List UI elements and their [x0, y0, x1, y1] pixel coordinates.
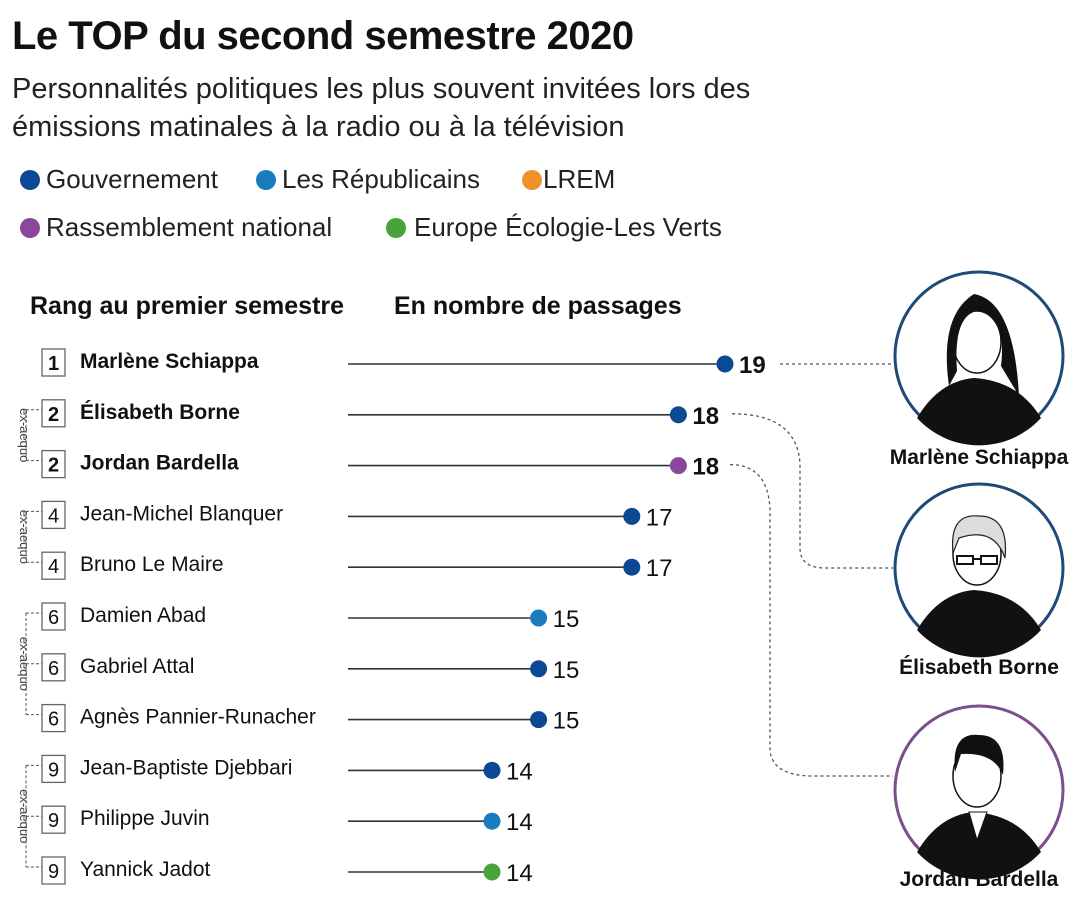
rank-box [41, 653, 66, 682]
exaequo-label: ex-aequo [17, 408, 32, 462]
rank-box [41, 703, 66, 733]
chart-subtitle: Personnalités politiques les plus souven… [12, 73, 751, 143]
legend-dot-icon [522, 169, 542, 190]
value-column-header: En nombre de passages [394, 292, 682, 320]
rank-box [41, 551, 66, 580]
portrait-hair-icon [946, 294, 1019, 396]
value-label: 19 [739, 352, 766, 379]
value-label: 15 [553, 606, 580, 633]
legend-label: LREM [543, 164, 616, 194]
legend-label: Gouvernement [46, 164, 218, 194]
portrait-name: Jordan Bardella [900, 868, 1059, 891]
politician-name: Jordan Bardella [80, 452, 239, 475]
legend-item-eelv: Europe Écologie-Les Verts [386, 212, 722, 243]
legend-label: Les Républicains [282, 164, 481, 194]
portrait-1: Élisabeth Borne [893, 482, 1065, 679]
rank-number: 2 [48, 404, 59, 426]
rank-number: 1 [48, 353, 59, 375]
portrait-body-icon [917, 590, 1041, 658]
rank-number: 4 [48, 556, 59, 578]
lollipop-dot[interactable] [669, 457, 687, 475]
rank-column-header: Rang au premier semestre [30, 292, 345, 320]
legend-item-rassemblement-national: Rassemblement national [20, 212, 332, 243]
legend-item-lrem: LREM [522, 164, 615, 195]
legend-dot-icon [20, 169, 40, 190]
politician-name: Jean-Baptiste Djebbari [80, 756, 292, 779]
politician-name: Bruno Le Maire [80, 553, 224, 576]
legend-dot-icon [20, 217, 40, 238]
connector-bardella [729, 463, 893, 777]
portrait-collar-icon [968, 811, 988, 842]
portrait-name: Élisabeth Borne [899, 656, 1059, 679]
lollipop-dot[interactable] [669, 406, 687, 424]
rank-number: 9 [48, 759, 59, 781]
politician-name: Damien Abad [80, 604, 206, 627]
politician-name: Philippe Juvin [80, 807, 210, 830]
portrait-hair-icon [954, 734, 1004, 775]
rank-number: 4 [48, 505, 59, 527]
portrait-0: Marlène Schiappa [890, 270, 1069, 469]
politician-name: Gabriel Attal [80, 655, 194, 678]
rank-number: 6 [48, 658, 59, 680]
lollipop-dot[interactable] [623, 507, 641, 525]
portrait-glasses-icon [956, 555, 998, 565]
legend-item-republicains: Les Républicains [256, 164, 480, 195]
legend-label: Rassemblement national [46, 212, 333, 242]
exaequo-label: ex-aequo [17, 789, 32, 843]
politician-name: Agnès Pannier-Runacher [80, 706, 316, 729]
legend-dot-icon [256, 169, 276, 190]
lollipop-dot[interactable] [483, 863, 501, 881]
rank-number: 6 [48, 709, 59, 731]
value-label: 14 [506, 758, 533, 785]
rank-number: 2 [48, 455, 59, 477]
rank-number: 9 [48, 861, 59, 883]
politician-name: Élisabeth Borne [80, 401, 240, 424]
politician-name: Jean-Michel Blanquer [80, 502, 283, 525]
exaequo-label: ex-aequo [17, 637, 32, 691]
rank-box [41, 348, 66, 377]
rank-number: 9 [48, 810, 59, 832]
value-label: 14 [506, 860, 533, 887]
legend-item-gouvernement: Gouvernement [20, 164, 218, 195]
lollipop-dot[interactable] [530, 660, 548, 678]
chart-title: Le TOP du second semestre 2020 [12, 14, 634, 58]
rank-box [41, 449, 66, 479]
value-label: 17 [646, 504, 673, 531]
politician-name: Marlène Schiappa [80, 350, 259, 373]
lollipop-dot[interactable] [483, 761, 501, 779]
value-label: 18 [692, 454, 719, 481]
value-label: 14 [506, 809, 533, 836]
rank-box [41, 500, 66, 530]
legend-dot-icon [386, 217, 406, 238]
rank-number: 6 [48, 607, 59, 629]
portrait-body-icon [917, 378, 1041, 446]
legend-label: Europe Écologie-Les Verts [414, 212, 722, 242]
value-label: 15 [553, 708, 580, 735]
lollipop-dot[interactable] [483, 812, 501, 830]
portrait-2: Jordan Bardella [893, 704, 1065, 891]
value-label: 17 [646, 555, 673, 582]
value-label: 15 [553, 657, 580, 684]
rank-box [41, 602, 66, 631]
lollipop-dot[interactable] [623, 558, 641, 576]
portrait-hair-icon [951, 515, 1007, 559]
rank-box [41, 754, 66, 784]
rank-box [41, 805, 66, 834]
lollipop-dot[interactable] [530, 711, 548, 729]
portrait-body-icon [917, 812, 1041, 880]
rank-box [41, 856, 66, 885]
connector-borne [731, 413, 893, 569]
lollipop-dot[interactable] [530, 609, 548, 627]
rank-box [41, 399, 66, 428]
exaequo-label: ex-aequo [17, 510, 32, 564]
lollipop-dot[interactable] [716, 355, 734, 373]
value-label: 18 [692, 403, 719, 430]
portrait-name: Marlène Schiappa [890, 446, 1069, 469]
politician-name: Yannick Jadot [80, 858, 211, 881]
